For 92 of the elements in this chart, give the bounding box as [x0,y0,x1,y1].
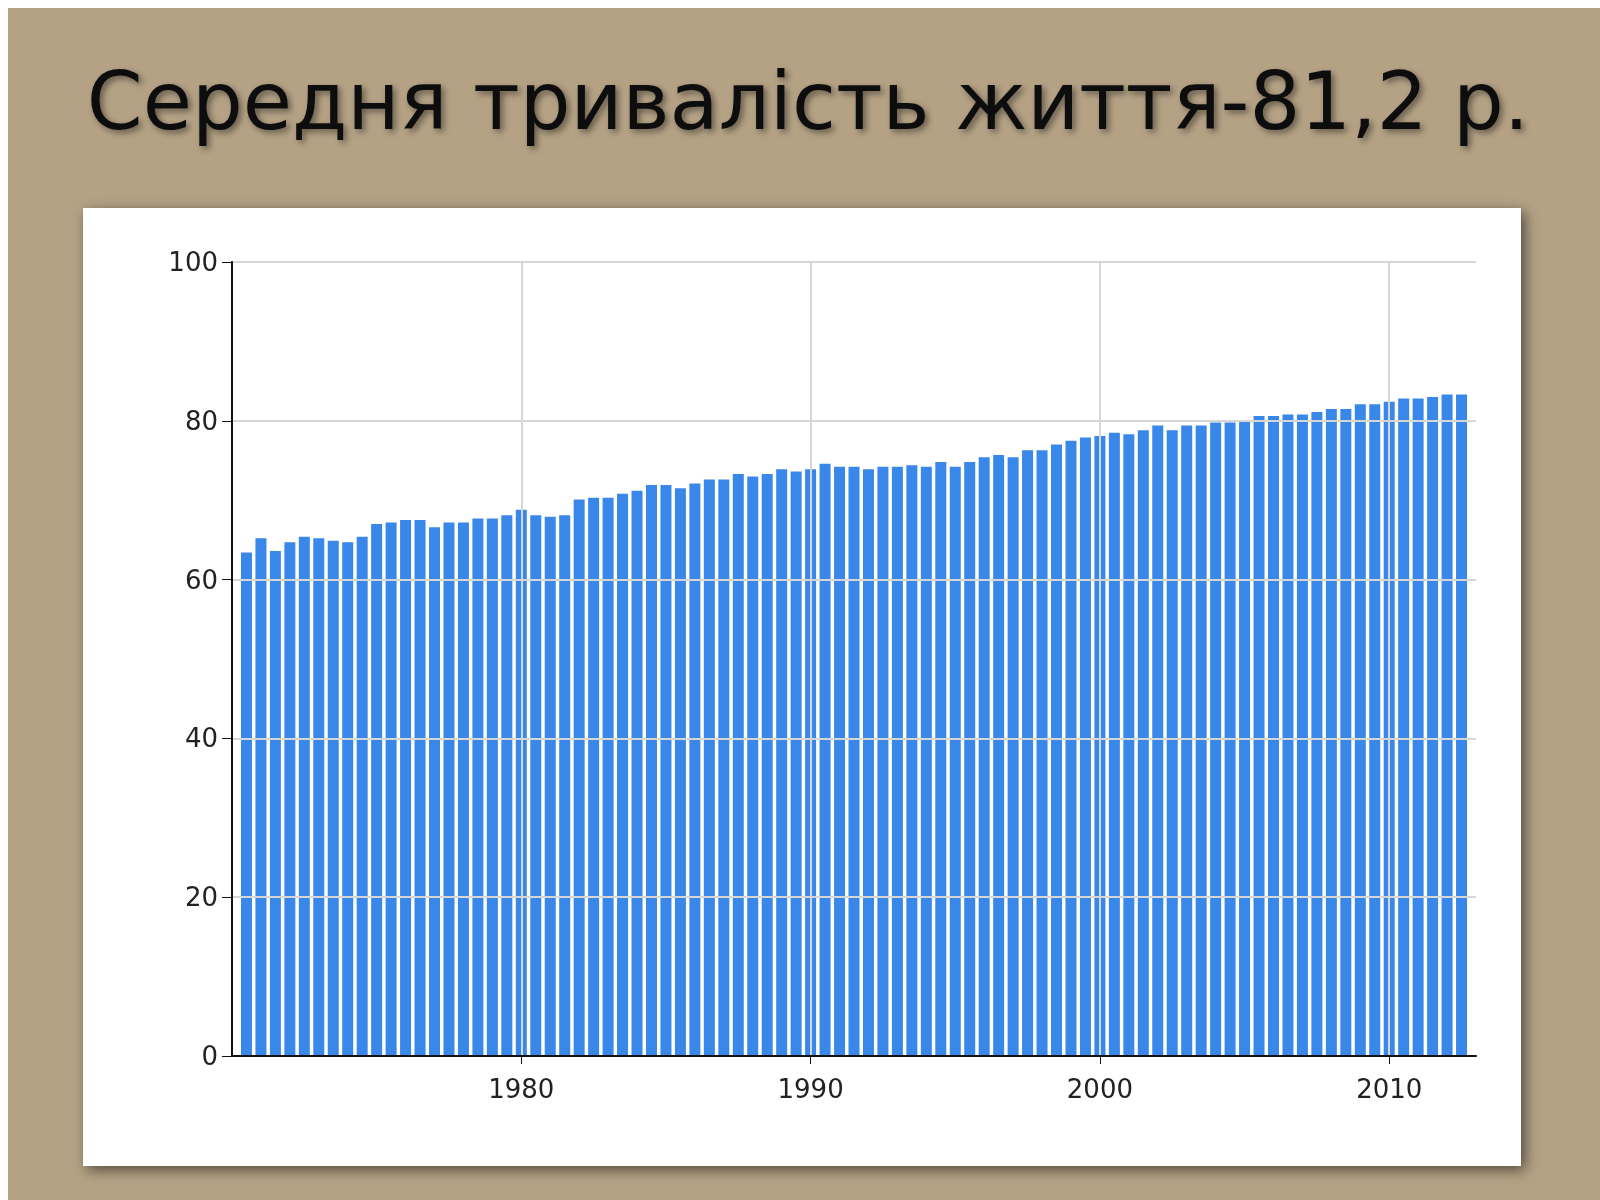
bar [327,540,339,1056]
x-tick-label: 1980 [488,1074,555,1104]
x-tick-label: 2010 [1356,1074,1423,1104]
bar [935,462,947,1056]
bar [674,488,686,1056]
y-tick-label: 20 [184,882,218,913]
bar [718,479,730,1056]
bar [1079,437,1091,1056]
bar [1224,422,1236,1056]
bar [1253,416,1265,1056]
bar [689,483,701,1056]
bar [240,552,252,1056]
bar [645,485,657,1056]
bar [342,542,354,1056]
bar [1354,404,1366,1056]
bar [660,485,672,1056]
bar [1108,432,1120,1056]
bar [1195,425,1207,1056]
bar [443,522,455,1056]
bar [414,520,426,1056]
bar [906,465,918,1056]
bar [776,469,788,1056]
bar [269,551,281,1056]
bar [1267,416,1279,1056]
bar [1022,450,1034,1056]
bar [819,463,831,1056]
bar [848,466,860,1056]
bar [703,479,715,1056]
bar [1311,412,1323,1056]
bar [1210,422,1222,1056]
bar [1398,398,1410,1056]
bar [1456,394,1468,1056]
bar [1166,430,1178,1056]
bar [790,471,802,1056]
bar [544,516,556,1056]
bar [1123,434,1135,1056]
bar [313,538,325,1056]
bar [284,542,296,1056]
bar [457,522,469,1056]
bar [1282,414,1294,1056]
bar [761,474,773,1056]
bar [920,466,932,1056]
bar [486,518,498,1056]
bar [1152,425,1164,1056]
bar [1412,398,1424,1056]
bar [1427,396,1439,1056]
bar [1340,408,1352,1056]
bar [747,476,759,1056]
x-tick-label: 2000 [1066,1074,1133,1104]
y-tick-label: 80 [184,405,218,436]
chart-title: Середня тривалість життя-81,2 р. [86,54,1530,148]
bar [1036,450,1048,1056]
bar [631,490,643,1056]
x-tick-label: 1990 [777,1074,844,1104]
y-tick-label: 100 [168,247,218,277]
bar [1051,444,1063,1056]
bar [298,536,310,1056]
bar [400,520,412,1056]
bar [617,493,629,1056]
bar [1181,425,1193,1056]
bar [501,515,513,1056]
bar [1137,430,1149,1056]
bar [559,515,571,1056]
bar [385,522,397,1056]
bar [573,499,585,1056]
bar [356,536,368,1056]
bar [1441,394,1453,1056]
bar [371,524,383,1056]
y-tick-label: 40 [184,723,218,754]
bar [472,518,484,1056]
bar [602,497,614,1056]
bar [255,538,267,1056]
bar [1007,457,1019,1056]
bar [588,497,600,1056]
bar [862,469,874,1056]
bar [1239,420,1251,1056]
bar [1065,440,1077,1056]
bar [993,454,1005,1056]
bar [1369,404,1381,1056]
y-tick-label: 0 [201,1041,218,1071]
bar [877,466,889,1056]
bar [834,466,846,1056]
bar [732,474,744,1056]
bar [964,462,976,1056]
bar [429,527,441,1056]
y-tick-label: 60 [184,564,218,595]
bar [949,466,961,1056]
bar [891,466,903,1056]
bar [530,515,542,1056]
bar [1325,408,1337,1056]
bar [978,457,990,1056]
bar [1296,414,1308,1056]
